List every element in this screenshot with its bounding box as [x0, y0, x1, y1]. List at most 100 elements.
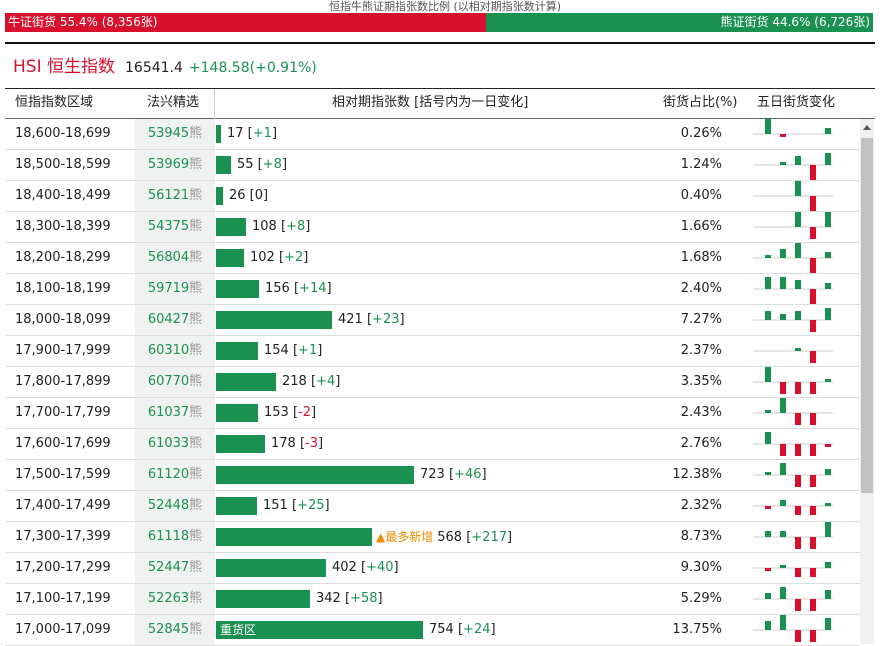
contracts-bar	[216, 559, 326, 577]
product-code-link[interactable]: 61118熊	[135, 522, 215, 552]
sparkline-bar	[765, 311, 771, 320]
sparkline-bar	[795, 156, 801, 165]
product-code-link[interactable]: 56121熊	[135, 181, 215, 211]
product-code-link[interactable]: 61120熊	[135, 460, 215, 490]
sparkline-bar	[780, 587, 786, 599]
product-code-link[interactable]: 61033熊	[135, 429, 215, 459]
product-type: 熊	[189, 374, 203, 389]
product-code-link[interactable]: 52845熊	[135, 615, 215, 645]
sparkline-bar	[825, 379, 831, 382]
product-code-link[interactable]: 61037熊	[135, 398, 215, 428]
product-code-link[interactable]: 52448熊	[135, 491, 215, 521]
sparkline-bar	[795, 348, 801, 351]
sparkline-bar	[825, 522, 831, 537]
product-type: 熊	[189, 312, 203, 327]
table-row: 17,700-17,799 61037熊 153 [-2] 2.43%	[5, 398, 860, 429]
contracts-count: 568	[437, 530, 463, 545]
sparkline-bar	[795, 506, 801, 515]
ratio-caption: 恒指牛熊证期指张数比例 (以相对期指张数计算)	[328, 0, 562, 13]
contracts-bar	[216, 342, 258, 360]
contracts-delta: +14	[299, 281, 327, 296]
sparkline-bar	[795, 280, 801, 289]
contracts-value: 218 [+4]	[282, 374, 341, 389]
table-row: 17,500-17,599 61120熊 723 [+46] 12.38%	[5, 460, 860, 491]
contracts-value: 17 [+1]	[227, 126, 278, 141]
contracts-bar	[216, 590, 310, 608]
product-code[interactable]: 60310	[147, 343, 190, 358]
header-share: 街货占比(%)	[663, 95, 738, 110]
table-row: 17,900-17,999 60310熊 154 [+1] 2.37%	[5, 336, 860, 367]
product-code[interactable]: 56121	[147, 188, 190, 203]
five-day-sparkline	[753, 522, 833, 549]
product-code-link[interactable]: 56804熊	[135, 243, 215, 273]
product-code[interactable]: 52845	[147, 622, 190, 637]
range-cell: 17,400-17,499	[15, 498, 111, 513]
outstanding-share: 1.24%	[680, 157, 722, 172]
product-code[interactable]: 52263	[147, 591, 190, 606]
product-code[interactable]: 61120	[147, 467, 190, 482]
product-type: 熊	[189, 405, 203, 420]
product-code-link[interactable]: 60310熊	[135, 336, 215, 366]
contracts-bar	[216, 125, 221, 143]
range-cell: 18,300-18,399	[15, 219, 111, 234]
sparkline-bar	[825, 562, 831, 568]
cbbc-table-body: 18,600-18,699 53945熊 17 [+1] 0.26% 18,500-18…	[5, 119, 860, 646]
product-code-link[interactable]: 53945熊	[135, 119, 215, 149]
product-type: 熊	[189, 219, 203, 234]
product-code[interactable]: 56804	[147, 250, 190, 265]
product-code-link[interactable]: 54375熊	[135, 212, 215, 242]
product-code[interactable]: 61118	[147, 529, 190, 544]
sparkline-bar	[810, 537, 816, 549]
product-code[interactable]: 54375	[147, 219, 190, 234]
index-name[interactable]: HSI 恒生指数	[13, 57, 115, 77]
contracts-count: 178	[271, 436, 296, 451]
sparkline-bar	[765, 621, 771, 630]
range-cell: 17,200-17,299	[15, 560, 111, 575]
product-code-link[interactable]: 60770熊	[135, 367, 215, 397]
product-code[interactable]: 52448	[147, 498, 190, 513]
contracts-value: ▲最多新增 568 [+217]	[376, 530, 513, 545]
product-code[interactable]: 53969	[147, 157, 190, 172]
index-level: 16541.4	[125, 60, 183, 76]
sparkline-bar	[810, 351, 816, 363]
product-code[interactable]: 60770	[147, 374, 190, 389]
product-code[interactable]: 61037	[147, 405, 190, 420]
range-cell: 18,600-18,699	[15, 126, 111, 141]
outstanding-share: 13.75%	[672, 622, 722, 637]
contracts-count: 156	[265, 281, 290, 296]
product-code[interactable]: 60427	[147, 312, 190, 327]
contracts-value: 154 [+1]	[264, 343, 323, 358]
product-code[interactable]: 61033	[147, 436, 190, 451]
table-row: 18,300-18,399 54375熊 108 [+8] 1.66%	[5, 212, 860, 243]
sparkline-bar	[780, 277, 786, 289]
five-day-sparkline	[753, 398, 833, 425]
product-code[interactable]: 52447	[147, 560, 190, 575]
sparkline-bar	[780, 398, 786, 413]
contracts-value: 342 [+58]	[316, 591, 383, 606]
table-row: 17,600-17,699 61033熊 178 [-3] 2.76%	[5, 429, 860, 460]
range-cell: 17,300-17,399	[15, 529, 111, 544]
sparkline-bar	[810, 475, 816, 487]
range-cell: 17,500-17,599	[15, 467, 111, 482]
product-code[interactable]: 59719	[147, 281, 190, 296]
sparkline-bar	[825, 212, 831, 227]
product-code-link[interactable]: 52447熊	[135, 553, 215, 583]
outstanding-share: 2.32%	[680, 498, 722, 513]
header-top-rule	[5, 88, 875, 89]
sparkline-bar	[810, 320, 816, 332]
contracts-count: 55	[237, 157, 254, 172]
product-code-link[interactable]: 52263熊	[135, 584, 215, 614]
product-code-link[interactable]: 53969熊	[135, 150, 215, 180]
product-code[interactable]: 53945	[147, 126, 190, 141]
sparkline-bar	[795, 243, 801, 258]
sparkline-bar	[780, 314, 786, 320]
range-cell: 18,200-18,299	[15, 250, 111, 265]
scrollbar-thumb[interactable]	[861, 138, 873, 493]
sparkline-bar	[795, 311, 801, 320]
product-code-link[interactable]: 59719熊	[135, 274, 215, 304]
sparkline-bar	[765, 255, 771, 258]
outstanding-share: 9.30%	[680, 560, 722, 575]
product-code-link[interactable]: 60427熊	[135, 305, 215, 335]
scroll-up-arrow-icon[interactable]	[860, 119, 874, 136]
scrollbar[interactable]	[860, 119, 874, 644]
